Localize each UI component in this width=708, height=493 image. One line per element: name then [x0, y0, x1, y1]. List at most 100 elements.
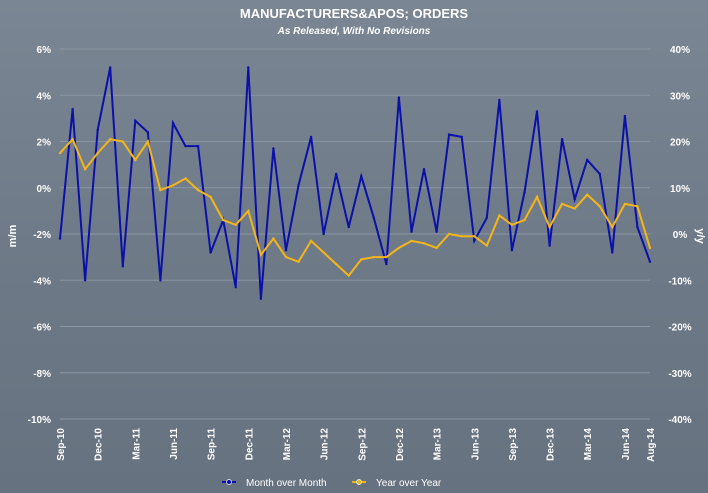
- y2-tick-label: 10%: [670, 184, 690, 195]
- y2-tick-label: 0%: [673, 230, 688, 241]
- legend-item-year-over-year[interactable]: Year over Year: [352, 478, 442, 489]
- data-point-mom: [184, 144, 187, 148]
- data-point-yoy: [435, 246, 438, 250]
- data-point-mom: [259, 297, 263, 300]
- data-point-yoy: [586, 193, 589, 196]
- y2-tick-label: -20%: [668, 323, 691, 334]
- data-point-yoy: [560, 202, 564, 206]
- data-point-yoy: [397, 246, 401, 250]
- x-tick-label: Dec-10: [94, 428, 105, 461]
- data-point-mom: [447, 133, 451, 136]
- data-point-yoy: [297, 260, 300, 263]
- data-point-mom: [209, 251, 212, 254]
- data-point-mom: [58, 237, 62, 240]
- series-yoy: [58, 137, 652, 278]
- legend-marker-yoy: [356, 479, 362, 485]
- x-tick-label: Jun-12: [320, 428, 331, 461]
- legend-label-mom: Month over Month: [246, 478, 327, 489]
- data-point-yoy: [184, 177, 187, 180]
- x-tick-label: Jun-14: [621, 428, 632, 461]
- data-point-mom: [510, 249, 514, 252]
- y-tick-label: 2%: [37, 138, 52, 149]
- y2-tick-label: 40%: [670, 45, 690, 56]
- data-point-mom: [586, 158, 589, 162]
- data-point-yoy: [146, 140, 150, 143]
- y-tick-label: 0%: [37, 184, 52, 195]
- data-point-mom: [234, 286, 237, 289]
- data-point-mom: [272, 147, 275, 150]
- series-lines: [58, 66, 652, 300]
- data-point-mom: [109, 66, 112, 69]
- y-tick-label: 4%: [37, 91, 52, 102]
- data-point-yoy: [636, 205, 639, 208]
- data-point-yoy: [309, 239, 313, 243]
- legend-item-month-over-month[interactable]: Month over Month: [222, 478, 327, 489]
- data-point-mom: [372, 216, 375, 219]
- data-point-mom: [284, 249, 288, 252]
- chart-title: MANUFACTURERS&APOS; ORDERS: [240, 6, 469, 21]
- data-point-yoy: [447, 232, 451, 236]
- data-point-mom: [335, 172, 338, 176]
- data-point-mom: [485, 216, 488, 219]
- data-point-mom: [460, 135, 463, 139]
- data-point-mom: [146, 131, 150, 134]
- data-point-yoy: [485, 244, 488, 247]
- data-point-yoy: [611, 225, 614, 229]
- x-tick-label: Mar-14: [583, 428, 594, 461]
- series-mom: [58, 66, 652, 300]
- data-point-mom: [159, 279, 162, 282]
- y-tick-label: -4%: [33, 276, 51, 287]
- y2-tick-label: -40%: [668, 415, 691, 426]
- x-tick-label: Sep-11: [207, 428, 218, 461]
- data-point-mom: [247, 66, 250, 69]
- data-point-mom: [385, 262, 388, 266]
- data-point-yoy: [83, 168, 87, 171]
- data-point-yoy: [222, 218, 225, 222]
- data-point-yoy: [422, 242, 426, 245]
- data-point-yoy: [247, 209, 250, 213]
- y2-tick-label: -10%: [668, 276, 691, 287]
- y2-tick-label: 30%: [670, 91, 690, 102]
- legend-marker-mom: [226, 479, 232, 485]
- data-point-yoy: [523, 218, 526, 222]
- data-point-yoy: [209, 195, 212, 199]
- data-point-yoy: [410, 239, 413, 243]
- y-tick-label: -10%: [28, 415, 51, 426]
- right-axis-ticks: 40% 30% 20% 10% 0% -10% -20% -30% -40%: [668, 45, 691, 426]
- x-tick-label: Jun-11: [169, 428, 180, 460]
- left-axis-ticks: 6% 4% 2% 0% -2% -4% -6% -8% -10%: [28, 45, 51, 426]
- data-point-mom: [435, 230, 438, 233]
- data-point-yoy: [372, 255, 375, 259]
- data-point-mom: [83, 279, 87, 282]
- data-point-mom: [297, 184, 300, 187]
- data-point-mom: [560, 138, 564, 141]
- data-point-mom: [598, 172, 601, 176]
- data-point-yoy: [121, 140, 125, 143]
- x-tick-label: Dec-12: [395, 428, 406, 461]
- data-point-yoy: [473, 235, 476, 238]
- x-tick-label: Sep-10: [56, 428, 67, 461]
- data-point-yoy: [196, 188, 200, 192]
- legend-label-yoy: Year over Year: [376, 478, 442, 489]
- data-point-yoy: [498, 214, 501, 217]
- data-point-yoy: [96, 151, 99, 155]
- x-tick-label: Sep-13: [508, 428, 519, 461]
- data-point-mom: [498, 98, 501, 102]
- data-point-mom: [322, 232, 325, 236]
- x-tick-label: Aug-14: [646, 428, 657, 462]
- data-point-yoy: [58, 151, 62, 155]
- data-point-yoy: [159, 188, 162, 192]
- legend: Month over Month Year over Year: [222, 478, 442, 489]
- data-point-mom: [171, 121, 175, 125]
- y-axis-label: m/m: [7, 224, 19, 247]
- data-point-yoy: [535, 195, 539, 199]
- data-point-mom: [360, 175, 363, 178]
- data-point-mom: [96, 128, 99, 132]
- data-point-yoy: [598, 205, 601, 208]
- y-tick-label: -2%: [33, 230, 51, 241]
- data-point-yoy: [171, 184, 175, 187]
- data-point-yoy: [385, 255, 388, 259]
- chart-subtitle: As Released, With No Revisions: [277, 26, 431, 37]
- data-point-mom: [196, 144, 200, 148]
- data-point-yoy: [648, 246, 652, 250]
